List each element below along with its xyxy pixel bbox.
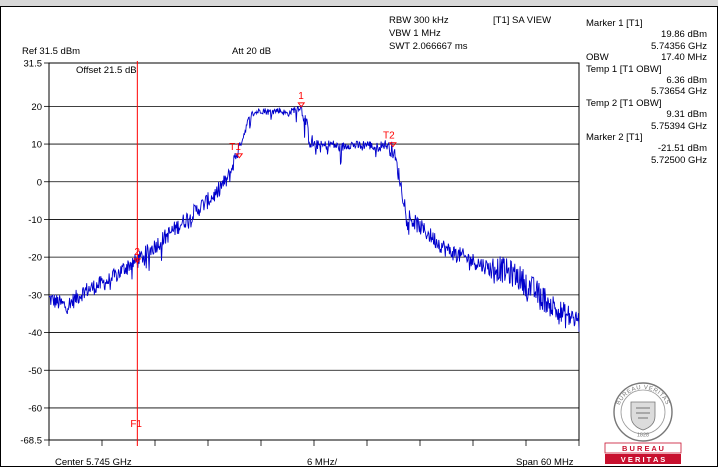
marker-symbol [389, 142, 397, 148]
marker1-frequency: 5.74356 GHz [651, 40, 707, 52]
marker2-title: Marker 2 [T1] [586, 131, 643, 143]
y-tick-label: -30 [28, 290, 42, 301]
svg-text:B U R E A U: B U R E A U [622, 444, 664, 453]
center-frequency-label: Center 5.745 GHz [55, 457, 132, 468]
marker-symbol [297, 102, 306, 108]
attenuation-label: Att 20 dB [232, 46, 272, 57]
swt-label: SWT 2.066667 ms [389, 41, 468, 52]
offset-label: Offset 21.5 dB [76, 65, 137, 76]
y-tick-label: -60 [28, 403, 42, 414]
marker-label: T1 [229, 142, 241, 153]
temp1-title: Temp 1 [T1 OBW] [586, 63, 662, 75]
marker-symbol [235, 153, 244, 159]
svg-text:V E R I T A S: V E R I T A S [621, 455, 665, 464]
y-tick-label: -50 [28, 366, 42, 377]
marker1-title: Marker 1 [T1] [586, 18, 643, 29]
svg-text:1828: 1828 [637, 433, 649, 439]
temp1-frequency: 5.73654 GHz [651, 86, 707, 98]
bureau-veritas-logo: BUREAU VERITAS 1828 B U R E A U V E R I … [603, 380, 683, 466]
trace-mode-label: [T1] SA VIEW [493, 15, 552, 26]
marker-label: 2 [134, 247, 140, 258]
marker-symbol [133, 258, 142, 264]
temp2-frequency: 5.75394 GHz [651, 120, 707, 132]
y-tick-label: 20 [31, 102, 42, 113]
plot-area [48, 62, 580, 441]
obw-value: 17.40 MHz [661, 52, 707, 64]
division-label: 6 MHz/ [307, 457, 338, 468]
y-tick-label: 0 [37, 177, 42, 188]
y-tick-label: 10 [31, 140, 42, 151]
rbw-label: RBW 300 kHz [389, 15, 449, 26]
obw-label: OBW [586, 52, 609, 64]
span-label: Span 60 MHz [516, 457, 574, 468]
y-tick-label: 31.5 [24, 59, 43, 70]
marker1-level: 19.86 dBm [661, 29, 707, 41]
y-tick-label: -20 [28, 253, 42, 264]
marker2-level: -21.51 dBm [657, 143, 707, 155]
vbw-label: VBW 1 MHz [389, 28, 441, 39]
marker-label: 1 [298, 91, 304, 102]
f1-label: F1 [130, 419, 142, 430]
marker-readout-panel: Marker 1 [T1] 19.86 dBm 5.74356 GHz OBW … [586, 18, 707, 166]
y-tick-label: -68.5 [20, 436, 42, 447]
marker-label: T2 [383, 131, 395, 142]
marker2-frequency: 5.72500 GHz [651, 154, 707, 166]
ref-level-label: Ref 31.5 dBm [22, 46, 81, 57]
obw-row: OBW 17.40 MHz [586, 52, 707, 63]
temp2-level: 9.31 dBm [666, 109, 707, 121]
y-tick-label: -10 [28, 215, 42, 226]
y-tick-label: -40 [28, 328, 42, 339]
temp1-level: 6.36 dBm [666, 74, 707, 86]
temp2-title: Temp 2 [T1 OBW] [586, 97, 662, 109]
spectrum-trace [48, 105, 580, 332]
